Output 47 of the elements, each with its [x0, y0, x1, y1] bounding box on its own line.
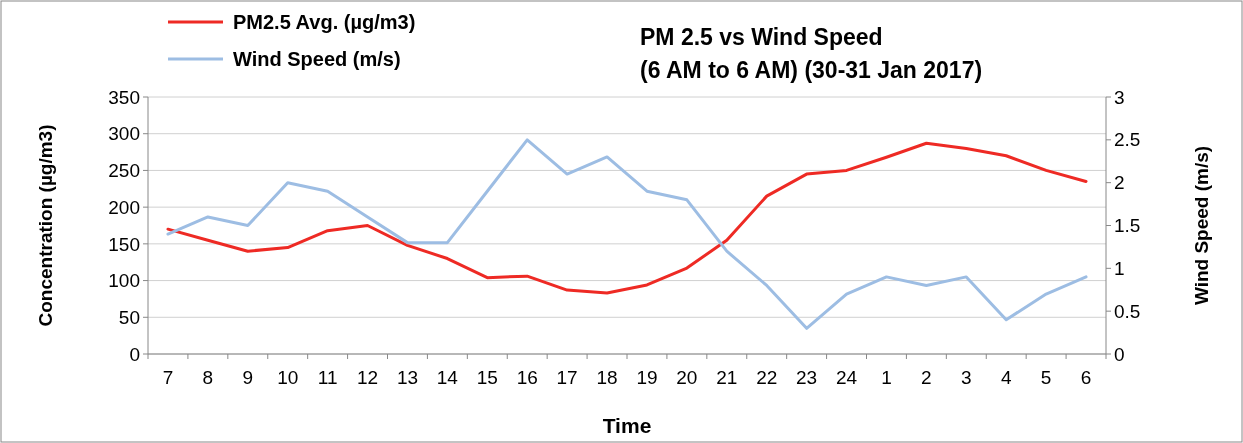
x-tick-label: 1: [881, 367, 892, 388]
x-tick-label: 2: [921, 367, 932, 388]
y-axis-title: Concentration (µg/m3): [35, 124, 56, 327]
y-tick-label: 250: [108, 160, 140, 182]
y-tick-label: 100: [108, 270, 140, 292]
x-tick-label: 19: [636, 367, 658, 388]
x-tick-label: 9: [242, 367, 254, 388]
y-tick-label: 200: [108, 196, 140, 218]
x-axis-title: Time: [602, 414, 652, 437]
x-tick-label: 24: [835, 367, 858, 388]
x-tick-label: 18: [596, 367, 618, 388]
y-tick-label: 50: [118, 306, 140, 328]
x-tick-label: 16: [516, 367, 538, 388]
x-tick-label: 11: [317, 367, 338, 388]
y2-tick-label: 2: [1114, 172, 1125, 194]
y2-tick-label: 0: [1114, 343, 1125, 365]
x-tick-label: 8: [202, 367, 214, 388]
y-tick-label: 300: [108, 123, 140, 145]
y2-tick-label: 1.5: [1114, 215, 1141, 237]
y2-axis-title: Wind Speed (m/s): [1191, 145, 1212, 306]
chart-title: PM 2.5 vs Wind Speed (6 AM to 6 AM) (30-31 Jan 2017): [640, 24, 983, 83]
x-tick-label: 4: [1000, 367, 1012, 388]
y2-tick-label: 3: [1114, 86, 1125, 108]
x-tick-label: 10: [277, 367, 299, 388]
x-tick-label: 12: [356, 367, 379, 388]
x-tick-label: 21: [716, 367, 738, 388]
x-tick-label: 22: [756, 367, 778, 388]
legend-label: PM2.5 Avg. (µg/m3): [233, 11, 416, 33]
legend-label: Wind Speed (m/s): [233, 48, 401, 70]
x-tick-label: 15: [476, 367, 498, 388]
y-tick-label: 350: [108, 86, 140, 108]
x-tick-label: 14: [436, 367, 459, 388]
y2-tick-label: 2.5: [1114, 129, 1141, 151]
x-tick-label: 5: [1040, 367, 1052, 388]
y2-tick-label: 0.5: [1114, 300, 1141, 322]
x-tick-label: 7: [162, 367, 174, 388]
x-tick-label: 3: [961, 367, 972, 388]
x-tick-label: 17: [556, 367, 578, 388]
x-tick-label: 20: [676, 367, 698, 388]
line-series: [166, 141, 1088, 295]
x-tick-label: 6: [1080, 367, 1092, 388]
line-series: [166, 138, 1088, 330]
y-tick-label: 0: [129, 343, 140, 365]
y-tick-label: 150: [108, 233, 140, 255]
y2-tick-label: 1: [1114, 257, 1125, 279]
x-tick-label: 13: [396, 367, 419, 388]
x-tick-label: 23: [796, 367, 818, 388]
